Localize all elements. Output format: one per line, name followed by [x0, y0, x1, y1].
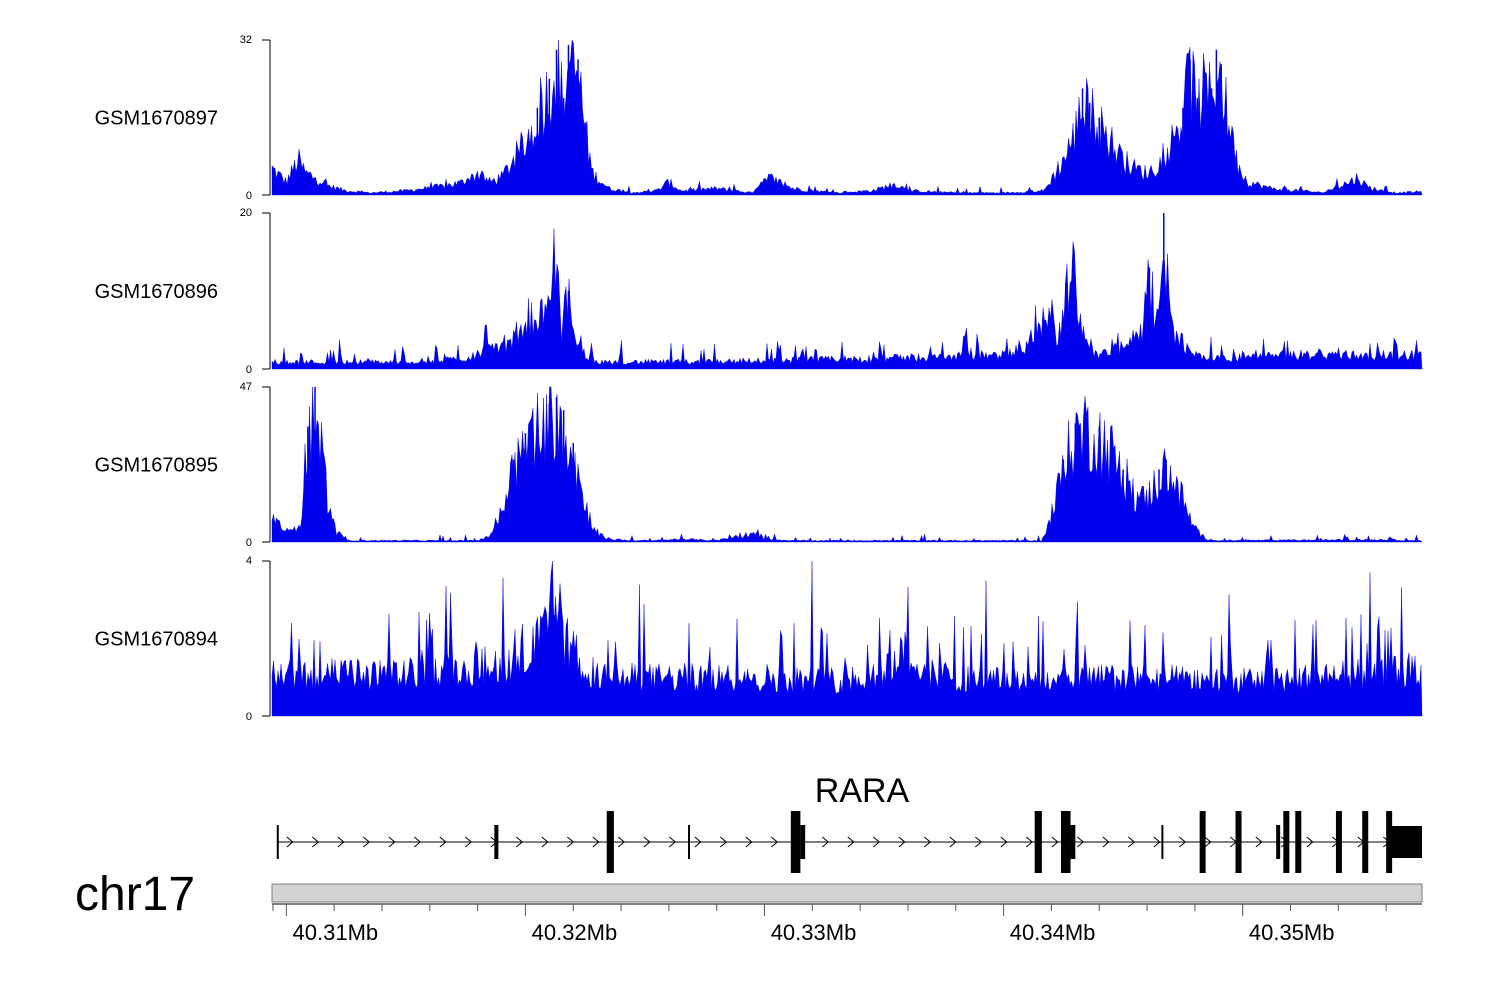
gene-exon: [606, 811, 614, 873]
strand-arrow: [541, 836, 549, 848]
x-tick-label: 40.31Mb: [293, 920, 379, 945]
strand-arrow: [311, 836, 320, 848]
gene-exon: [494, 825, 499, 859]
strand-arrow: [1000, 836, 1008, 848]
strand-arrow: [949, 836, 957, 848]
gene-name: RARA: [815, 772, 910, 810]
strand-arrow: [694, 836, 702, 848]
gene-exon: [1390, 826, 1422, 858]
y-min-label: 0: [246, 711, 252, 723]
strand-arrow: [617, 836, 626, 848]
gene-exon: [1161, 825, 1164, 859]
y-max-label: 4: [246, 555, 252, 567]
coverage-area: [271, 386, 1423, 543]
y-min-label: 0: [246, 537, 252, 549]
gene-exon: [1276, 825, 1281, 859]
gene-exon: [1199, 811, 1206, 873]
strand-arrow: [1051, 836, 1059, 848]
gene-exon: [1295, 811, 1302, 873]
track-label: GSM1670896: [95, 281, 218, 303]
chromosome-ideogram: [271, 883, 1423, 903]
strand-arrow: [1102, 836, 1110, 848]
gene-exon: [1362, 811, 1369, 873]
strand-arrow: [388, 836, 396, 848]
strand-arrow: [923, 836, 932, 848]
strand-arrow: [872, 836, 881, 848]
gene-exon: [688, 825, 691, 859]
gene-exon: [1386, 811, 1393, 873]
gene-exon: [1235, 811, 1242, 873]
x-tick-label: 40.33Mb: [771, 920, 857, 945]
strand-arrow: [362, 836, 371, 848]
strand-arrow: [439, 836, 447, 848]
y-max-label: 32: [240, 34, 252, 46]
strand-arrow: [898, 836, 906, 848]
gene-exon: [1060, 811, 1071, 873]
strand-arrow: [770, 836, 779, 848]
chromosome-label: chr17: [75, 868, 195, 921]
strand-arrow: [847, 836, 855, 848]
strand-arrow: [1153, 836, 1161, 848]
strand-arrow: [668, 836, 677, 848]
strand-arrow: [821, 836, 830, 848]
strand-arrow: [1127, 836, 1136, 848]
gene-exon: [1335, 811, 1342, 873]
strand-arrow: [464, 836, 473, 848]
strand-arrow: [1255, 836, 1263, 848]
strand-arrow: [719, 836, 728, 848]
y-max-label: 20: [240, 207, 252, 219]
track-label: GSM1670894: [95, 629, 218, 651]
x-tick-label: 40.35Mb: [1249, 920, 1335, 945]
coverage-area: [271, 228, 1423, 370]
y-min-label: 0: [246, 190, 252, 202]
strand-arrow: [413, 836, 422, 848]
strand-arrow: [745, 836, 753, 848]
x-tick-label: 40.34Mb: [1010, 920, 1096, 945]
y-min-label: 0: [246, 364, 252, 376]
gene-exon: [1034, 811, 1042, 873]
strand-arrow: [515, 836, 524, 848]
strand-arrow: [1306, 836, 1314, 848]
strand-arrow: [1178, 836, 1187, 848]
strand-arrow: [1204, 836, 1212, 848]
strand-arrow: [566, 836, 575, 848]
coverage-area: [271, 560, 1423, 717]
gene-exon: [276, 825, 279, 859]
strand-arrow: [1025, 836, 1034, 848]
track-label: GSM1670897: [95, 108, 218, 130]
gene-exon: [1283, 811, 1290, 873]
y-max-label: 47: [240, 381, 252, 393]
strand-arrow: [337, 836, 345, 848]
track-label: GSM1670895: [95, 455, 218, 477]
x-tick-label: 40.32Mb: [532, 920, 618, 945]
coverage-area: [271, 39, 1423, 196]
strand-arrow: [592, 836, 600, 848]
strand-arrow: [286, 836, 294, 848]
strand-arrow: [974, 836, 983, 848]
gene-exon: [800, 825, 806, 859]
strand-arrow: [1076, 836, 1085, 848]
strand-arrow: [643, 836, 651, 848]
gene-exon: [790, 811, 801, 873]
gene-exon: [1070, 825, 1076, 859]
